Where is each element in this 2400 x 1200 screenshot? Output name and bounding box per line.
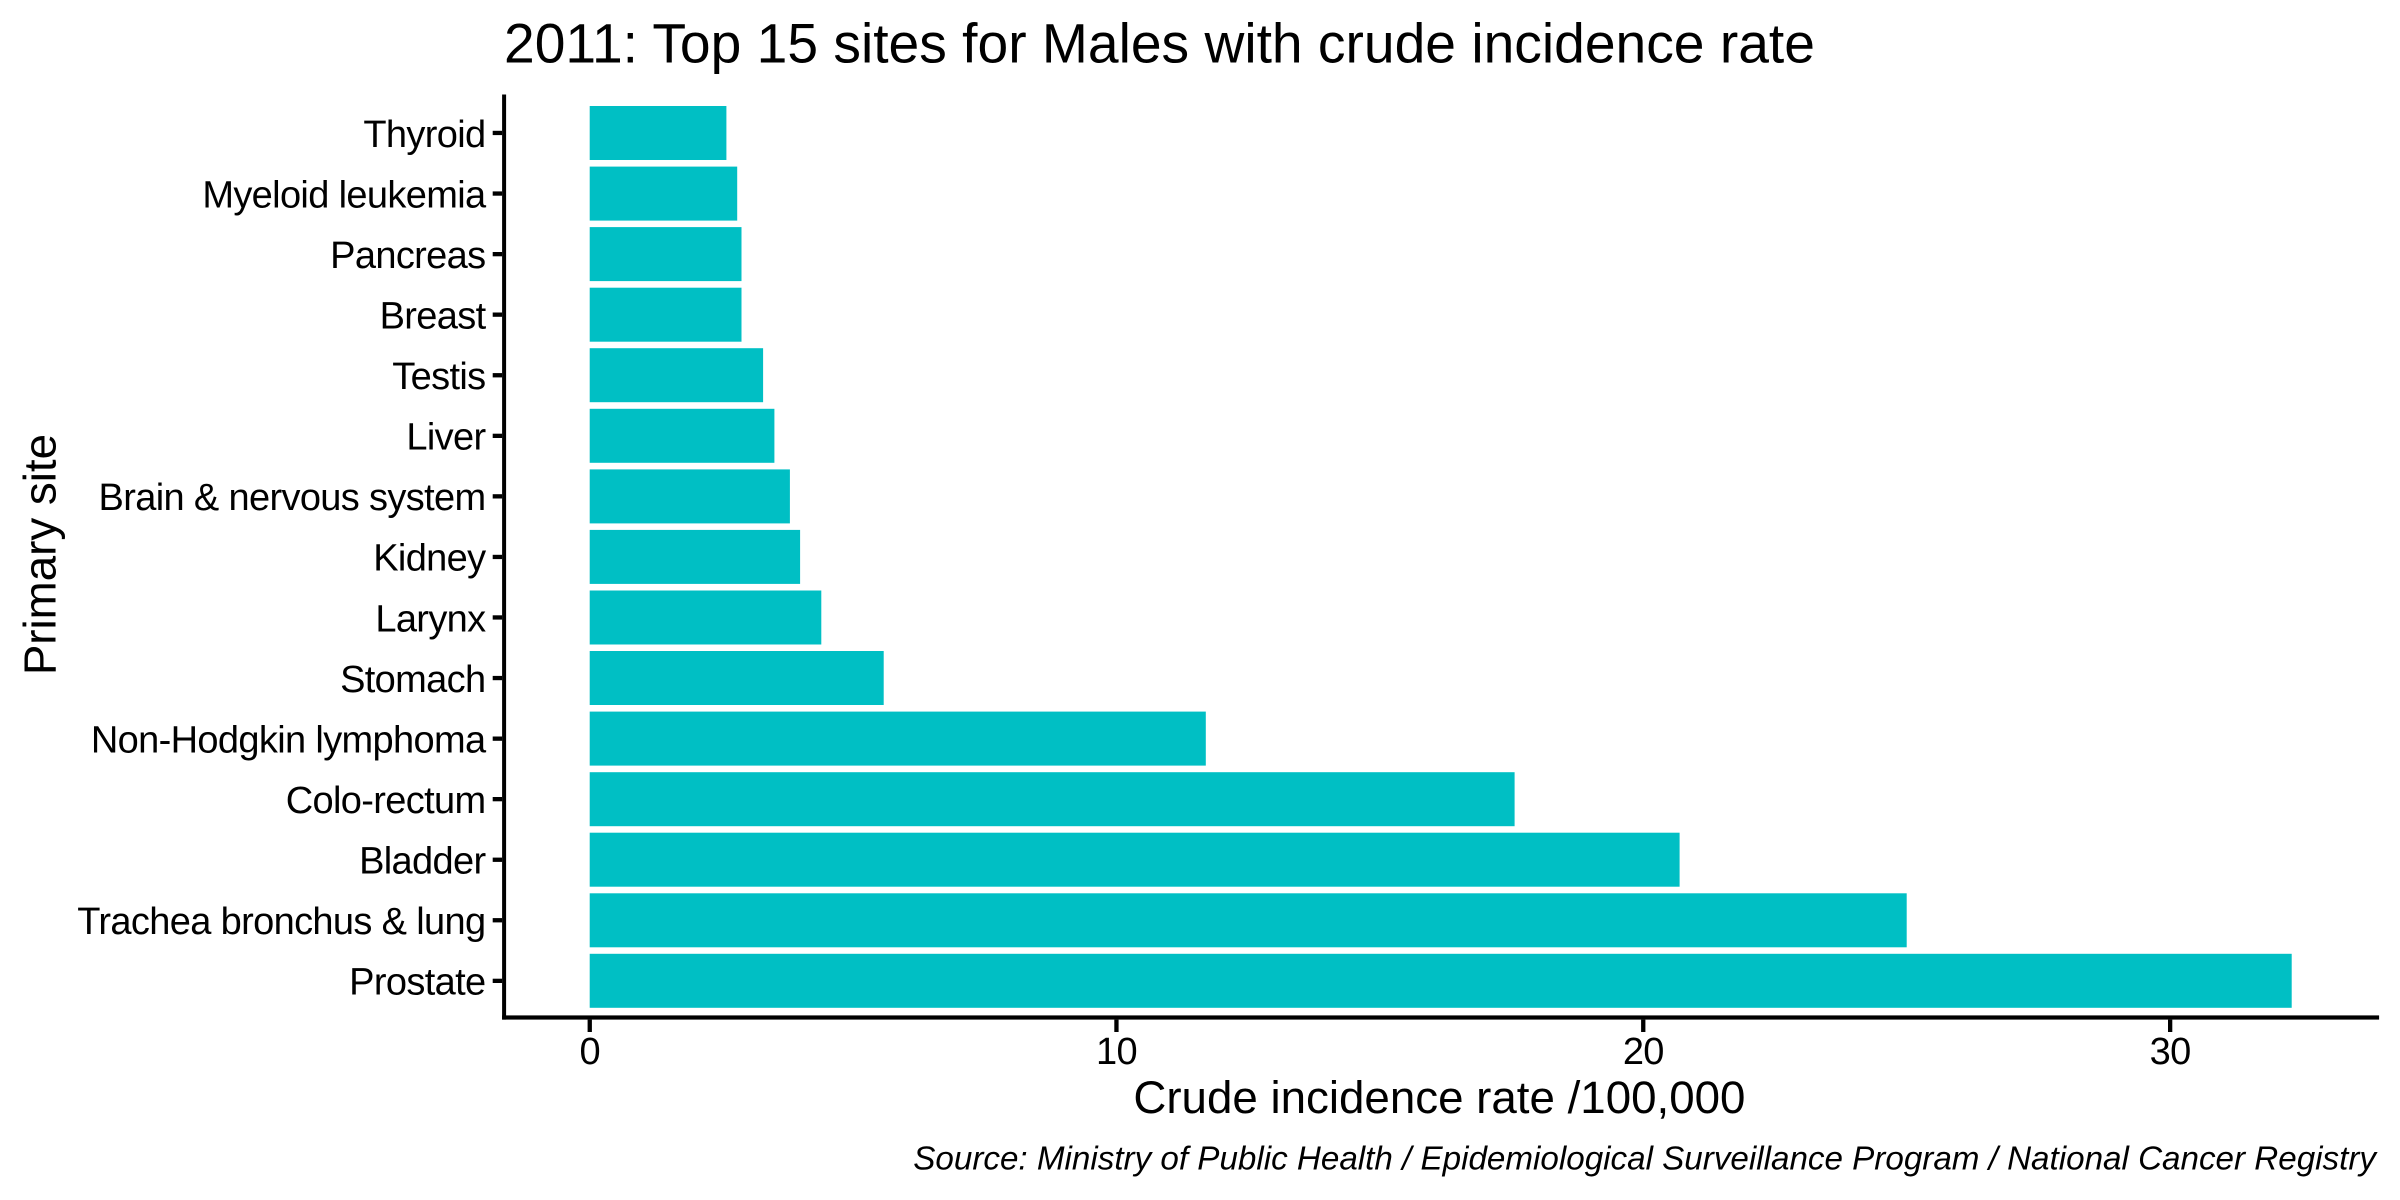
svg-text:Pancreas: Pancreas	[330, 235, 485, 277]
svg-text:Colo-rectum: Colo-rectum	[286, 780, 486, 822]
svg-text:Non-Hodgkin lymphoma: Non-Hodgkin lymphoma	[91, 719, 487, 761]
svg-text:20: 20	[1623, 1031, 1664, 1073]
svg-text:Primary site: Primary site	[14, 434, 65, 675]
svg-text:10: 10	[1096, 1031, 1137, 1073]
svg-text:Prostate: Prostate	[349, 962, 485, 1004]
svg-text:Myeloid leukemia: Myeloid leukemia	[202, 174, 487, 216]
svg-text:30: 30	[2150, 1031, 2191, 1073]
svg-text:Trachea bronchus & lung: Trachea bronchus & lung	[77, 901, 485, 943]
svg-text:Breast: Breast	[380, 296, 487, 338]
svg-text:Crude incidence rate /100,000: Crude incidence rate /100,000	[1133, 1072, 1745, 1123]
svg-text:Liver: Liver	[406, 417, 486, 459]
svg-text:Source: Ministry of Public Hea: Source: Ministry of Public Health / Epid…	[913, 1140, 2378, 1177]
svg-text:2011: Top 15 sites for Males w: 2011: Top 15 sites for Males with crude …	[504, 12, 1815, 74]
svg-text:Larynx: Larynx	[375, 598, 486, 640]
svg-text:Thyroid: Thyroid	[363, 114, 485, 156]
svg-text:Kidney: Kidney	[373, 538, 486, 580]
svg-text:0: 0	[579, 1031, 599, 1073]
svg-text:Brain & nervous system: Brain & nervous system	[99, 477, 486, 519]
svg-text:Stomach: Stomach	[340, 659, 485, 701]
svg-text:Testis: Testis	[392, 356, 485, 398]
svg-text:Bladder: Bladder	[359, 841, 486, 883]
